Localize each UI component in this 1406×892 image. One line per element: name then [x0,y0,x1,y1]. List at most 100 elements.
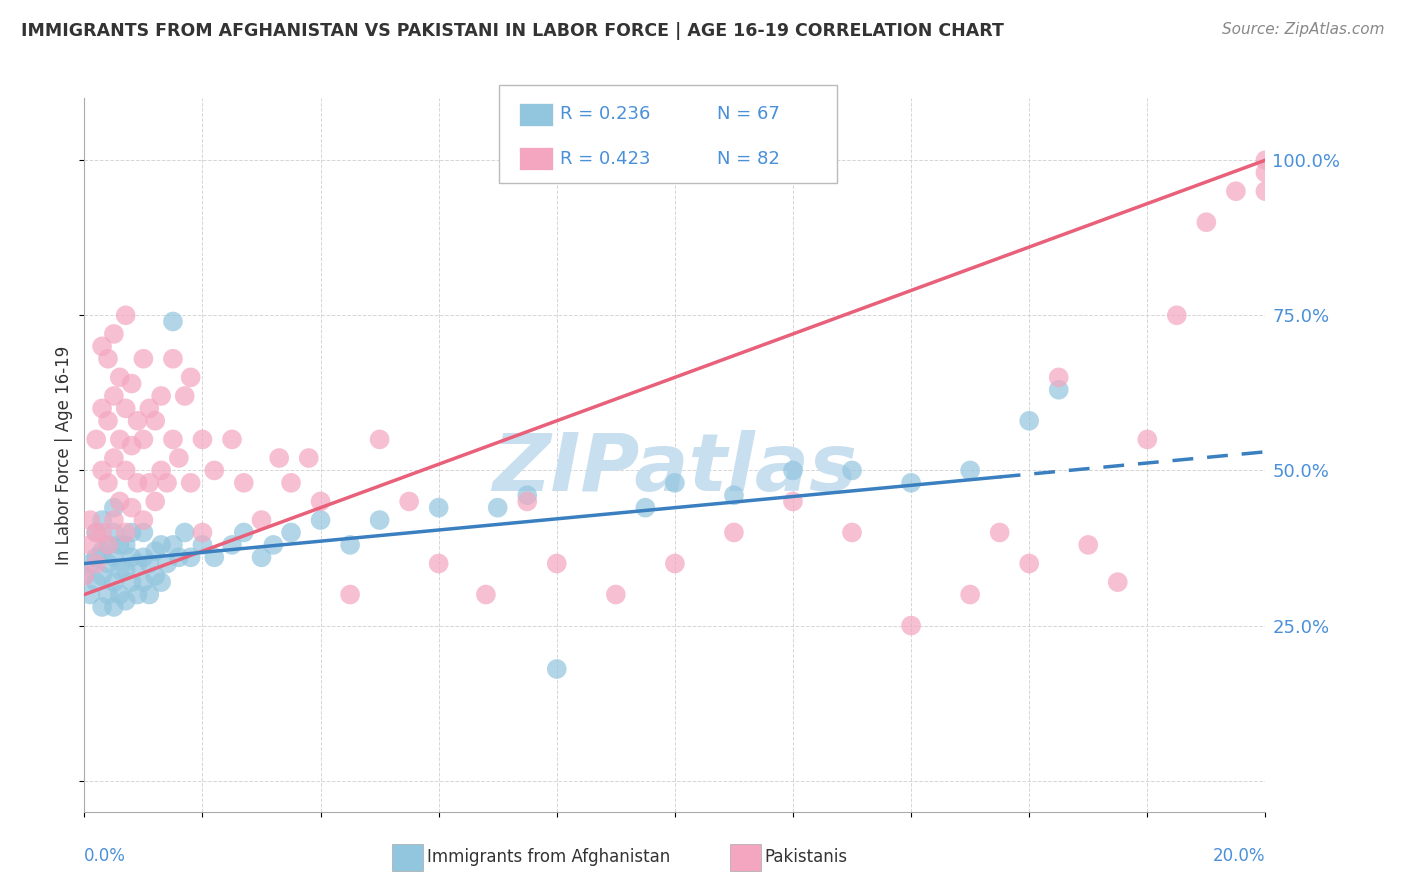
Point [232,475,254,490]
Point [138,557,160,571]
Point [103,389,125,403]
Point [121,575,143,590]
Point [132,513,155,527]
Point [91,401,114,416]
Point [280,525,302,540]
Point [103,575,125,590]
Point [180,550,202,565]
Point [138,475,160,490]
Point [191,525,214,540]
Point [132,351,155,366]
Point [91,599,114,614]
Point [841,525,863,540]
Point [1136,433,1159,447]
Y-axis label: In Labor Force | Age 16-19: In Labor Force | Age 16-19 [55,345,73,565]
Point [841,463,863,477]
Point [127,557,149,571]
Point [132,575,155,590]
Point [114,401,136,416]
Point [1254,184,1277,198]
Point [97,475,120,490]
Point [150,575,173,590]
Point [114,463,136,477]
Point [84,525,107,540]
Point [309,513,332,527]
Point [103,550,125,565]
Text: 0.0%: 0.0% [84,847,127,865]
Point [269,450,291,465]
Point [1254,165,1277,179]
Point [132,525,155,540]
Point [250,550,273,565]
Point [73,569,96,583]
Point [156,557,179,571]
Point [138,401,160,416]
Point [150,538,173,552]
Point [309,494,332,508]
Text: Immigrants from Afghanistan: Immigrants from Afghanistan [427,848,671,866]
Point [959,588,981,602]
Point [202,550,225,565]
Point [1018,414,1040,428]
Point [516,488,538,502]
Text: 20.0%: 20.0% [1213,847,1265,865]
Point [173,389,195,403]
Text: R = 0.423: R = 0.423 [560,150,650,168]
Point [132,433,155,447]
Point [1195,215,1218,229]
Point [1018,557,1040,571]
Point [108,433,131,447]
Text: IMMIGRANTS FROM AFGHANISTAN VS PAKISTANI IN LABOR FORCE | AGE 16-19 CORRELATION : IMMIGRANTS FROM AFGHANISTAN VS PAKISTANI… [21,22,1004,40]
Point [84,557,107,571]
Point [900,475,922,490]
Point [103,525,125,540]
Point [97,557,120,571]
Point [475,588,498,602]
Point [84,433,107,447]
Point [91,544,114,558]
Point [156,475,179,490]
Point [97,588,120,602]
Point [298,450,321,465]
Point [114,525,136,540]
Point [162,433,184,447]
Point [97,538,120,552]
Point [1166,308,1188,322]
Point [108,588,131,602]
Point [114,308,136,322]
Point [221,433,243,447]
Point [143,414,166,428]
Point [723,525,745,540]
Point [1225,184,1247,198]
Point [114,593,136,607]
Point [664,475,686,490]
Point [180,370,202,384]
Point [1254,153,1277,168]
Text: R = 0.236: R = 0.236 [560,105,650,123]
Point [103,326,125,341]
Point [84,575,107,590]
Point [127,414,149,428]
Point [398,494,420,508]
Point [280,475,302,490]
Point [486,500,509,515]
Point [84,525,107,540]
Point [221,538,243,552]
Point [1077,538,1099,552]
Point [79,538,101,552]
Point [132,550,155,565]
Point [546,557,568,571]
Point [143,494,166,508]
Point [127,475,149,490]
Text: Source: ZipAtlas.com: Source: ZipAtlas.com [1222,22,1385,37]
Text: N = 82: N = 82 [717,150,780,168]
Point [634,500,657,515]
Point [782,463,804,477]
Point [97,538,120,552]
Point [959,463,981,477]
Point [427,500,450,515]
Point [79,513,101,527]
Point [73,569,96,583]
Point [138,588,160,602]
Point [516,494,538,508]
